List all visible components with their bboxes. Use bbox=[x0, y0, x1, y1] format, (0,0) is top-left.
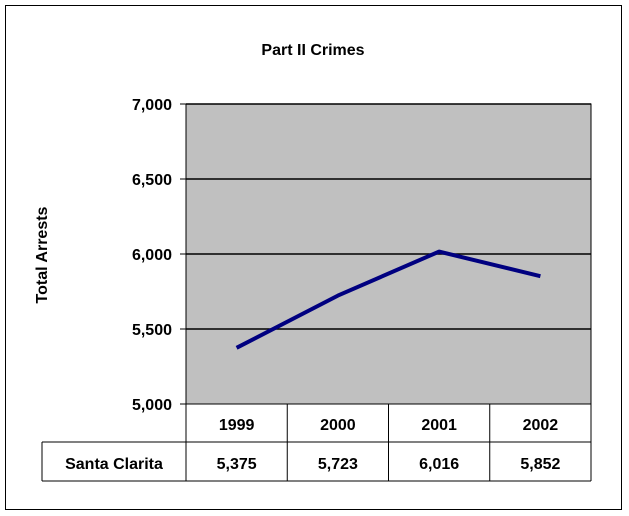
data-label: 5,852 bbox=[520, 456, 560, 473]
data-label: 6,016 bbox=[419, 456, 459, 473]
x-tick-label: 2001 bbox=[421, 417, 457, 434]
series-line bbox=[235, 249, 541, 350]
y-tick-label: 7,000 bbox=[132, 97, 172, 114]
plot-area: 5,000 5,500 6,000 6,500 7,000 bbox=[132, 97, 592, 414]
y-tick-label: 6,500 bbox=[132, 172, 172, 189]
y-tick-label: 6,000 bbox=[132, 247, 172, 264]
data-label: 5,375 bbox=[217, 456, 257, 473]
y-axis-label: Total Arrests bbox=[34, 206, 51, 303]
series-label: Santa Clarita bbox=[65, 456, 163, 473]
x-tick-label: 2000 bbox=[320, 417, 356, 434]
chart-title: Part II Crimes bbox=[261, 42, 364, 59]
data-label: 5,723 bbox=[318, 456, 358, 473]
y-tick-label: 5,000 bbox=[132, 397, 172, 414]
data-table: 1999 2000 2001 2002 Santa Clarita 5,375 5,723 6… bbox=[41, 404, 592, 482]
x-tick-label: 2002 bbox=[523, 417, 559, 434]
x-tick-label: 1999 bbox=[219, 417, 255, 434]
y-tick-label: 5,500 bbox=[132, 322, 172, 339]
